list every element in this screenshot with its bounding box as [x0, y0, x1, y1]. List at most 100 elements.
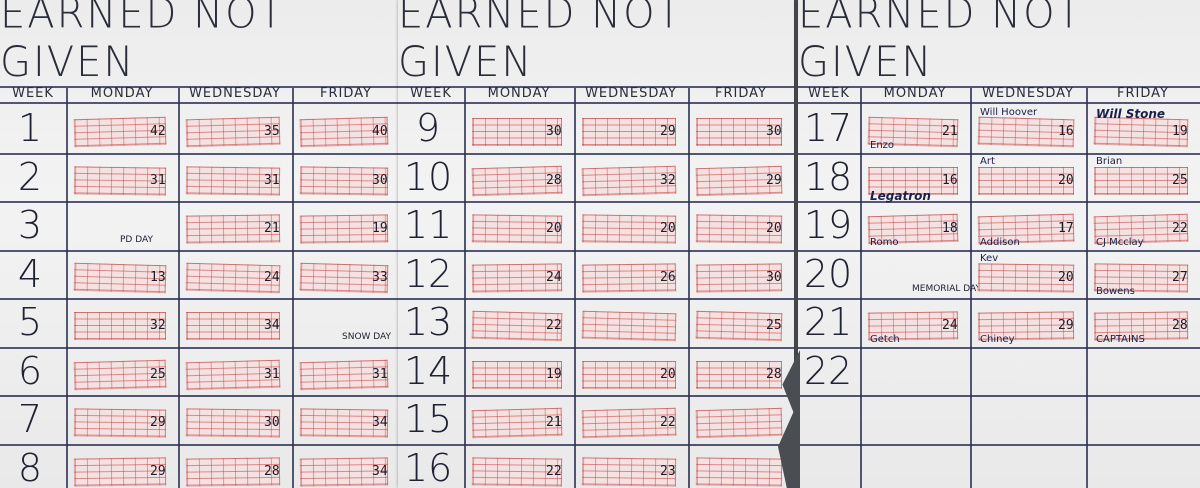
- daily-count: 33: [372, 269, 388, 285]
- daily-count: 29: [150, 415, 166, 430]
- week-number: 2: [17, 154, 43, 199]
- player-name: CJ Mcclay: [1096, 237, 1144, 248]
- week-number: 18: [803, 154, 853, 199]
- brick-wall-drawing: [696, 360, 782, 389]
- daily-count: 31: [372, 366, 388, 382]
- daily-count: 30: [766, 269, 782, 285]
- daily-count: 20: [546, 221, 562, 236]
- daily-count: 21: [546, 415, 562, 430]
- player-name: Will Hoover: [980, 107, 1038, 118]
- row-rule: [398, 201, 794, 203]
- week-number: 15: [403, 397, 453, 441]
- row-rule: [0, 250, 400, 252]
- brick-wall-drawing: [868, 166, 958, 195]
- day-header-wednesday: WEDNESDAY: [585, 86, 677, 101]
- daily-count: 34: [264, 318, 280, 333]
- week-header: WEEK: [410, 86, 452, 101]
- daily-count: 20: [1058, 172, 1074, 188]
- daily-count: 22: [1172, 221, 1188, 236]
- daily-count: 30: [546, 124, 562, 139]
- poster-weeks-17-22: EARNED NOT GIVEN WEEK MONDAY WEDNESDAY FRIDA…: [798, 0, 1200, 488]
- week-header: WEEK: [12, 86, 54, 101]
- daily-count: 22: [660, 415, 676, 430]
- row-rule: [798, 201, 1200, 203]
- daily-count: 28: [264, 463, 280, 479]
- day-header-monday: MONDAY: [883, 86, 947, 101]
- day-header-wednesday: WEDNESDAY: [982, 86, 1074, 101]
- column-rule: [688, 88, 690, 488]
- day-header-friday: FRIDAY: [715, 86, 767, 101]
- day-off-note: MEMORIAL DAY: [912, 283, 981, 294]
- daily-count: 18: [942, 221, 958, 236]
- daily-count: 20: [766, 221, 782, 236]
- daily-count: 26: [660, 269, 676, 285]
- week-number: 5: [17, 300, 43, 344]
- player-name: Kev: [980, 252, 999, 264]
- daily-count: 28: [766, 366, 782, 382]
- column-rule: [178, 88, 180, 488]
- week-number: 6: [17, 348, 43, 393]
- row-rule: [0, 347, 400, 349]
- row-rule: [0, 153, 400, 155]
- row-rule: [398, 298, 794, 300]
- daily-count: 28: [546, 172, 562, 188]
- daily-count: 13: [150, 269, 166, 285]
- brick-wall-drawing: [472, 118, 562, 146]
- brick-wall-drawing: [472, 360, 562, 389]
- week-number: 12: [403, 251, 453, 296]
- poster-title: EARNED NOT GIVEN: [798, 0, 1083, 87]
- poster-title: EARNED NOT GIVEN: [398, 0, 683, 87]
- brick-wall-drawing: [695, 407, 783, 439]
- daily-count: 35: [264, 124, 280, 139]
- player-name: Romo: [870, 237, 899, 248]
- daily-count: 34: [372, 415, 388, 430]
- row-rule: [798, 153, 1200, 155]
- daily-count: 29: [1058, 318, 1074, 333]
- daily-count: 16: [1058, 124, 1074, 139]
- daily-count: 20: [660, 366, 676, 382]
- brick-wall-drawing: [74, 312, 166, 340]
- daily-count: 29: [150, 463, 166, 479]
- week-number: 13: [403, 300, 453, 344]
- week-number: 11: [403, 203, 453, 247]
- daily-count: 29: [660, 124, 676, 139]
- daily-count: 34: [372, 463, 388, 479]
- week-number: 8: [17, 445, 43, 488]
- column-rule: [860, 88, 862, 488]
- brick-wall-drawing: [582, 118, 676, 146]
- week-number: 21: [803, 300, 853, 344]
- week-number: 7: [17, 397, 43, 441]
- daily-count: 24: [546, 269, 562, 285]
- daily-count: 32: [150, 318, 166, 333]
- column-rule: [464, 88, 466, 488]
- row-rule: [398, 250, 794, 252]
- row-rule: [398, 444, 794, 446]
- header-rule: [398, 86, 794, 88]
- header-underline: [0, 102, 400, 104]
- player-name: Legatron: [870, 188, 931, 203]
- brick-wall-drawing: [696, 118, 782, 146]
- day-header-friday: FRIDAY: [320, 86, 372, 101]
- daily-count: 30: [766, 124, 782, 139]
- daily-count: 22: [546, 463, 562, 479]
- column-rule: [66, 88, 68, 488]
- week-number: 16: [403, 445, 453, 488]
- week-number: 20: [803, 251, 853, 296]
- daily-count: 20: [1058, 269, 1074, 285]
- daily-count: 22: [546, 318, 562, 333]
- daily-count: 31: [150, 172, 166, 188]
- player-name: Addison: [980, 237, 1020, 248]
- daily-count: 19: [546, 366, 562, 382]
- daily-count: 21: [264, 221, 280, 236]
- player-name: Art: [980, 155, 995, 167]
- player-name: Will Stone: [1096, 107, 1166, 121]
- daily-count: 29: [766, 172, 782, 188]
- player-name: Enzo: [870, 140, 895, 151]
- daily-count: 24: [264, 269, 280, 285]
- column-rule: [292, 88, 294, 488]
- daily-count: 30: [372, 172, 388, 188]
- daily-count: 31: [264, 366, 280, 382]
- daily-count: 21: [942, 124, 958, 139]
- day-header-monday: MONDAY: [487, 86, 551, 101]
- week-number: 1: [17, 106, 43, 150]
